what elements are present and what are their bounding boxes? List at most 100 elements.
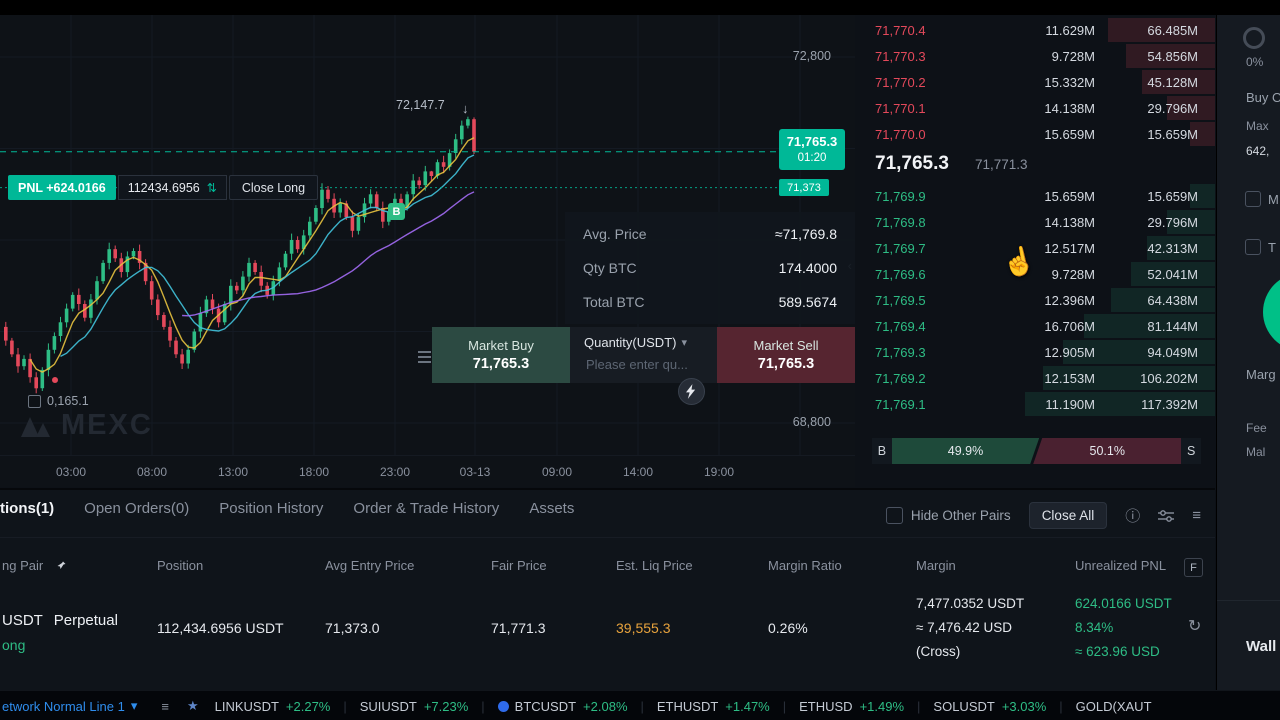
widget-drag-handle[interactable] — [418, 348, 431, 366]
ticker-item[interactable]: LINKUSDT +2.27% — [215, 699, 331, 714]
swap-arrows-icon: ⇅ — [206, 180, 217, 195]
tab-open-orders-0-[interactable]: Open Orders(0) — [84, 500, 190, 517]
quantity-unit-dropdown[interactable]: Quantity(USDT) ▾ — [584, 335, 717, 350]
orderbook-qty: 12.905M — [1044, 344, 1095, 360]
market-buy-label: Market Buy — [468, 338, 534, 353]
checkbox-icon — [885, 507, 903, 524]
bid-row[interactable]: 71,769.8 14.138M 29.796M — [856, 209, 1215, 235]
header-margin: Margin — [916, 558, 956, 573]
positions-panel: tions(1) Open Orders(0) Position History Or… — [0, 488, 1215, 692]
open-long-circle-button[interactable] — [1263, 273, 1280, 351]
bid-row[interactable]: 71,769.9 15.659M 15.659M — [856, 183, 1215, 209]
bid-row[interactable]: 71,769.4 16.706M 81.144M — [856, 313, 1215, 339]
bid-row[interactable]: 71,769.2 12.153M 106.202M — [856, 365, 1215, 391]
bids-list: 71,769.9 15.659M 15.659M 71,769.8 14.138M 29.… — [856, 183, 1215, 417]
orderbook-total: 66.485M — [1147, 22, 1198, 38]
orderbook-price: 71,769.9 — [875, 188, 926, 204]
pnl-amount: 624.0166 USDT — [1075, 596, 1172, 611]
ticker-item[interactable]: GOLD(XAUT — [1076, 699, 1152, 714]
leverage-ring-icon[interactable] — [1243, 27, 1265, 49]
position-size: 112,434.6956 USDT — [157, 620, 284, 636]
order-entry-panel: 0% Buy O Max 642, M T Marg Fee Mal Wall — [1216, 15, 1280, 690]
low-marker-icon — [28, 394, 41, 408]
tab-position-history[interactable]: Position History — [219, 500, 324, 517]
market-sell-button[interactable]: Market Sell 71,765.3 — [717, 327, 855, 383]
market-buy-button[interactable]: Market Buy 71,765.3 — [432, 327, 570, 383]
ticker-separator: | — [481, 698, 485, 714]
orderbook-price: 71,770.2 — [875, 74, 926, 90]
close-long-button[interactable]: Close Long — [228, 175, 319, 200]
ticker-item[interactable]: BTCUSDT +2.08% — [497, 698, 628, 714]
hide-other-pairs-toggle[interactable]: Hide Other Pairs — [885, 507, 1011, 524]
info-icon[interactable]: ⓘ — [1125, 508, 1141, 525]
ticker-symbol: LINKUSDT — [214, 698, 279, 714]
f-shortcut-badge[interactable]: F — [1184, 558, 1203, 577]
ask-row[interactable]: 71,770.0 15.659M 15.659M — [856, 121, 1215, 147]
bid-row[interactable]: 71,769.5 12.396M 64.438M — [856, 287, 1215, 313]
ask-row[interactable]: 71,770.3 9.728M 54.856M — [856, 43, 1215, 69]
orderbook-price: 71,769.3 — [875, 344, 926, 360]
orderbook-price: 71,769.2 — [875, 370, 926, 386]
depth-bar — [1083, 314, 1215, 338]
liquidation-dot — [52, 377, 58, 383]
checkbox-m-option[interactable]: M — [1245, 191, 1279, 207]
low-marker-label: 0,165.1 — [47, 394, 89, 408]
avg-entry-price: 71,373.0 — [325, 620, 380, 636]
bid-row[interactable]: 71,769.3 12.905M 94.049M — [856, 339, 1215, 365]
favorites-star-icon[interactable]: ★ — [186, 698, 199, 713]
market-sell-price: 71,765.3 — [757, 356, 815, 372]
orderbook-total: 42.313M — [1147, 240, 1198, 256]
ticker-change: +1.47% — [725, 698, 770, 714]
ticker-symbol: BTCUSDT — [514, 698, 577, 714]
close-all-button[interactable]: Close All — [1028, 502, 1108, 529]
ask-row[interactable]: 71,770.2 15.332M 45.128M — [856, 69, 1215, 95]
refresh-icon[interactable]: ↻ — [1188, 618, 1202, 635]
orderbook-qty: 11.190M — [1045, 396, 1095, 412]
network-status-selector[interactable]: etwork Normal Line 1 ▾ — [0, 698, 137, 714]
header-est-liq-price: Est. Liq Price — [616, 558, 693, 573]
orderbook-total: 29.796M — [1147, 100, 1198, 116]
orderbook-total: 29.796M — [1147, 214, 1198, 230]
ask-row[interactable]: 71,770.4 11.629M 66.485M — [856, 17, 1215, 43]
ticker-symbol: GOLD(XAUT — [1075, 698, 1152, 714]
orderbook-total: 15.659M — [1147, 126, 1198, 142]
position-pnl-widget[interactable]: PNL +624.0166 112434.6956 ⇅ Close Long — [8, 175, 319, 200]
depth-bar — [1166, 210, 1215, 234]
depth-bar — [1025, 392, 1215, 416]
header-fair-price: Fair Price — [491, 558, 547, 573]
tab-order-trade-history[interactable]: Order & Trade History — [353, 500, 500, 517]
lightning-quick-order-button[interactable] — [678, 378, 705, 405]
checkbox-t-option[interactable]: T — [1245, 239, 1276, 255]
depth-bar — [1126, 44, 1215, 68]
bid-row[interactable]: 71,769.6 9.728M 52.041M — [856, 261, 1215, 287]
tooltip-row: Qty BTC 174.4000 — [583, 260, 837, 276]
ticker-change: +7.23% — [423, 698, 469, 714]
checkbox-icon — [1245, 239, 1261, 255]
ticker-menu-icon[interactable]: ≡ — [161, 698, 169, 714]
ticker-symbol: ETHUSDT — [656, 698, 719, 714]
quantity-input[interactable] — [584, 356, 708, 373]
orderbook-total: 64.438M — [1147, 292, 1198, 308]
pnl-value-badge: PNL +624.0166 — [8, 175, 116, 200]
ask-row[interactable]: 71,770.1 14.138M 29.796M — [856, 95, 1215, 121]
chevron-down-icon: ▾ — [130, 698, 138, 713]
menu-icon[interactable]: ≡ — [1192, 507, 1201, 524]
ticker-item[interactable]: ETHUSDT +1.47% — [657, 699, 770, 714]
ticker-item[interactable]: SOLUSDT +3.03% — [933, 699, 1046, 714]
tab-tions-1-[interactable]: tions(1) — [0, 500, 55, 517]
bid-row[interactable]: 71,769.1 11.190M 117.392M — [856, 391, 1215, 417]
tab-assets[interactable]: Assets — [529, 500, 575, 517]
market-buy-price: 71,765.3 — [472, 356, 530, 372]
ticker-change: +1.49% — [859, 698, 905, 714]
unrealized-pnl-cell: 624.0166 USDT 8.34% ≈ 623.96 USD — [1075, 592, 1172, 664]
last-price-row[interactable]: 71,765.3 71,771.3 — [856, 145, 1215, 183]
wallet-section: Wall — [1217, 600, 1280, 690]
ticker-item[interactable]: SUIUSDT +7.23% — [360, 699, 469, 714]
ticker-item[interactable]: ETHUSD +1.49% — [799, 699, 904, 714]
bid-row[interactable]: 71,769.7 12.517M 42.313M — [856, 235, 1215, 261]
position-row[interactable]: USDT Perpetual ong 112,434.6956 USDT 71,… — [0, 586, 1215, 686]
pin-icon[interactable] — [55, 560, 67, 572]
column-settings-icon[interactable] — [1158, 509, 1175, 523]
mexc-watermark: MEXC — [18, 409, 153, 442]
